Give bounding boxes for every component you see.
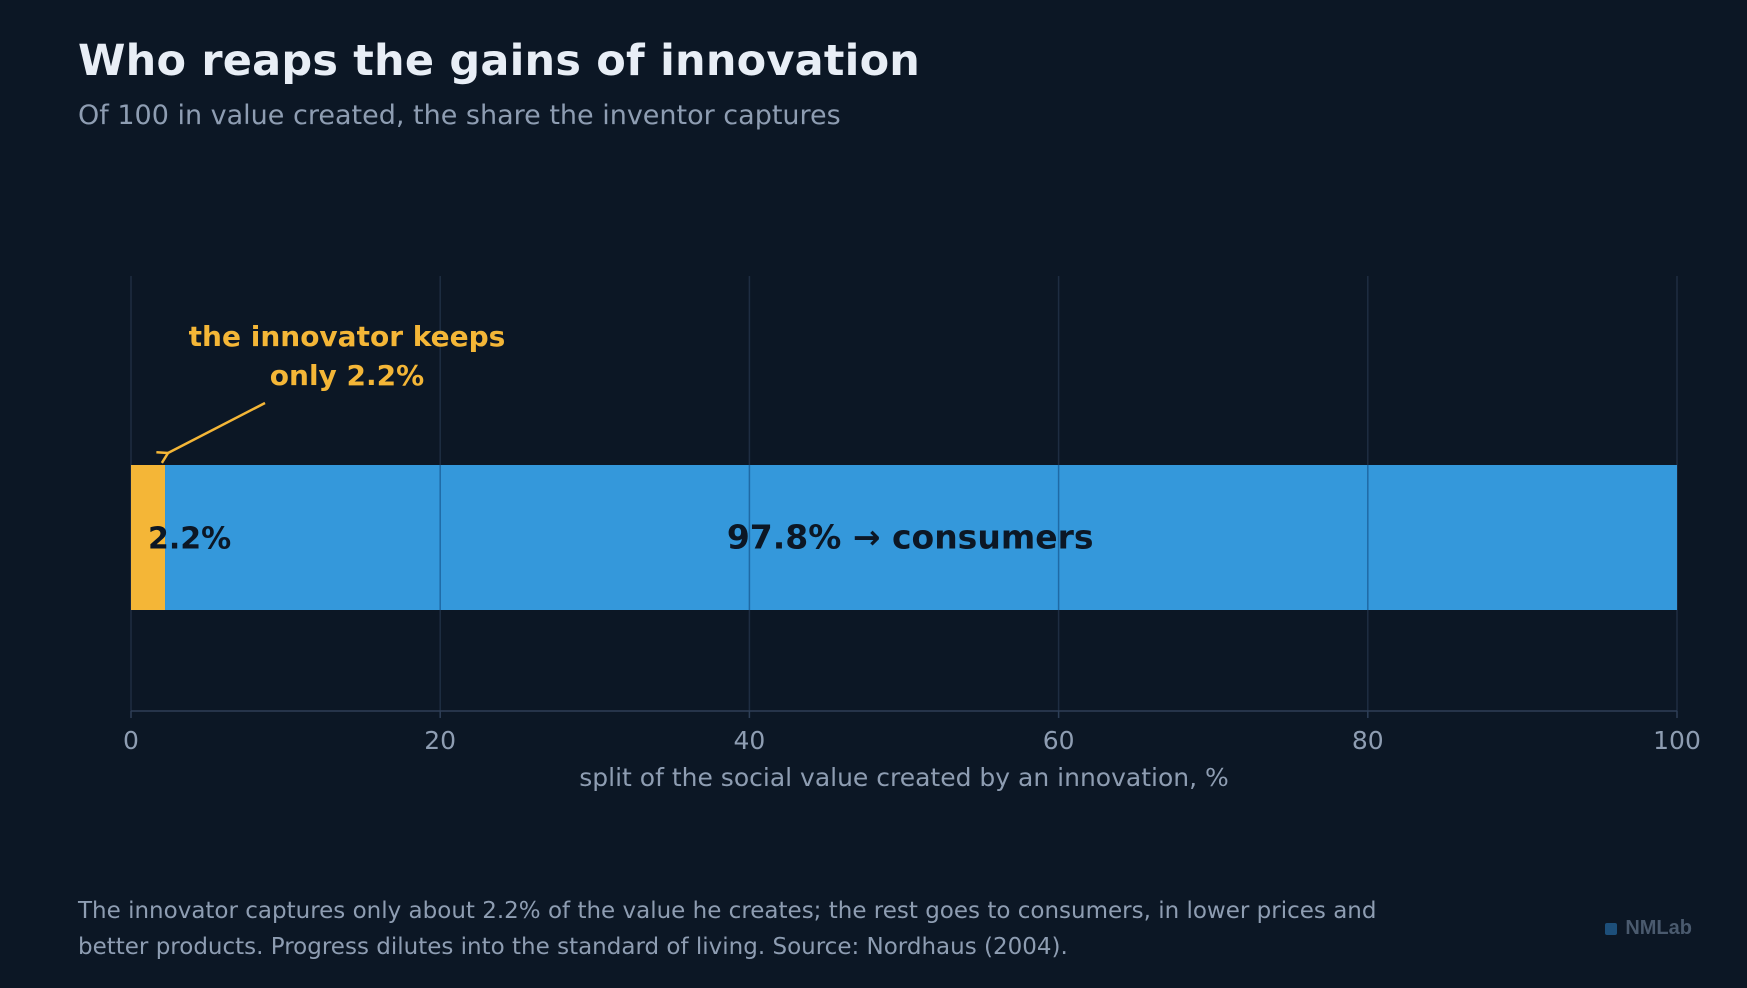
bar-labels: 2.2% 97.8% → consumers: [148, 518, 1094, 557]
innovator-annotation: the innovator keeps only 2.2%: [168, 320, 505, 453]
data-label-consumers: 97.8% → consumers: [727, 518, 1094, 557]
x-tick-label: 80: [1352, 726, 1384, 755]
x-axis-label: split of the social value created by an …: [579, 763, 1229, 792]
bar-gridline-overlay: [439, 465, 1369, 610]
brand-logo: NMLab: [1605, 917, 1692, 940]
brand-square-icon: [1605, 922, 1618, 935]
stacked-bar: [131, 465, 1678, 610]
chart-subtitle: Of 100 in value created, the share the i…: [78, 100, 841, 131]
x-tick-label: 0: [123, 726, 139, 755]
data-label-innovator: 2.2%: [148, 522, 231, 557]
x-axis: 0 20 40 60 80 100 split of the social value cr…: [123, 710, 1701, 792]
bar-segment-consumers: [165, 465, 1678, 610]
annotation-text-line: only 2.2%: [270, 359, 424, 392]
x-tick-label: 20: [424, 726, 456, 755]
bar-segment-innovator: [131, 465, 166, 610]
annotation-arrow: [168, 401, 266, 453]
x-tick-label: 40: [733, 726, 765, 755]
annotation-text-line: the innovator keeps: [189, 320, 506, 353]
chart-title: Who reaps the gains of innovation: [78, 36, 921, 86]
brand-name: NMLab: [1625, 917, 1692, 939]
x-tick-label: 100: [1653, 726, 1701, 755]
x-tick-label: 60: [1043, 726, 1075, 755]
footnote: The innovator captures only about 2.2% o…: [78, 898, 1377, 960]
